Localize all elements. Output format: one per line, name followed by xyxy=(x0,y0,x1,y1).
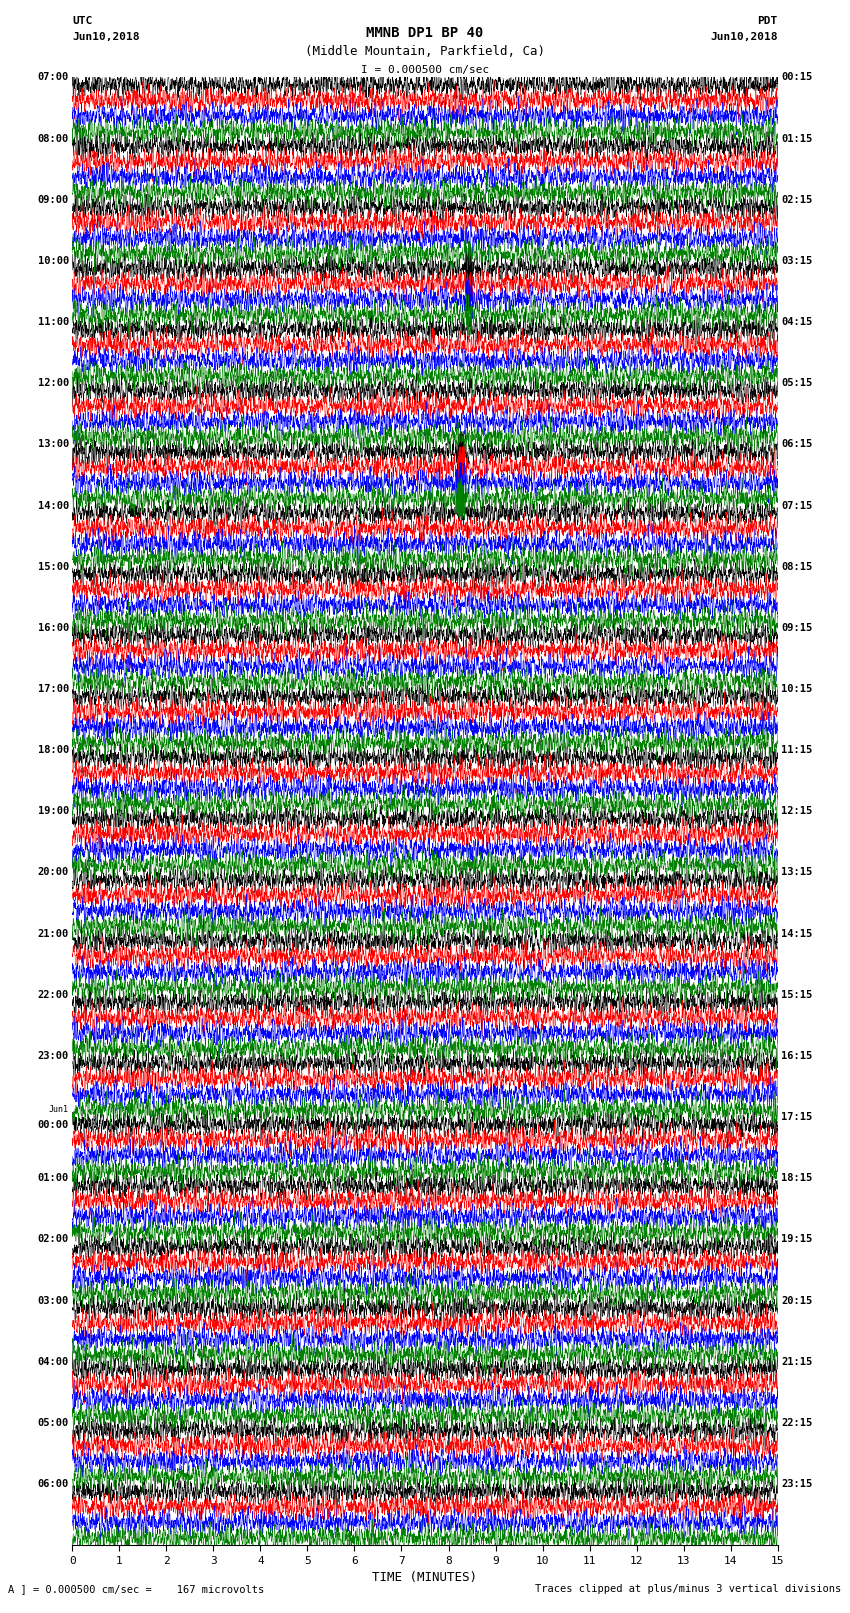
Text: 12:15: 12:15 xyxy=(781,806,813,816)
Text: 01:15: 01:15 xyxy=(781,134,813,144)
Text: 15:00: 15:00 xyxy=(37,561,69,571)
Text: 19:15: 19:15 xyxy=(781,1234,813,1245)
Text: 13:00: 13:00 xyxy=(37,439,69,450)
Text: 09:15: 09:15 xyxy=(781,623,813,632)
Text: 05:15: 05:15 xyxy=(781,377,813,389)
Text: A ] = 0.000500 cm/sec =    167 microvolts: A ] = 0.000500 cm/sec = 167 microvolts xyxy=(8,1584,264,1594)
Text: 23:15: 23:15 xyxy=(781,1479,813,1489)
Text: 09:00: 09:00 xyxy=(37,195,69,205)
Text: 15:15: 15:15 xyxy=(781,990,813,1000)
Text: 08:00: 08:00 xyxy=(37,134,69,144)
Text: 22:00: 22:00 xyxy=(37,990,69,1000)
Text: 05:00: 05:00 xyxy=(37,1418,69,1428)
Text: 18:15: 18:15 xyxy=(781,1173,813,1184)
Text: 11:15: 11:15 xyxy=(781,745,813,755)
Text: 07:15: 07:15 xyxy=(781,500,813,511)
Text: 23:00: 23:00 xyxy=(37,1052,69,1061)
Text: UTC: UTC xyxy=(72,16,93,26)
Text: 16:15: 16:15 xyxy=(781,1052,813,1061)
Text: 20:15: 20:15 xyxy=(781,1295,813,1305)
Text: 11:00: 11:00 xyxy=(37,318,69,327)
Text: I = 0.000500 cm/sec: I = 0.000500 cm/sec xyxy=(361,65,489,74)
Text: 13:15: 13:15 xyxy=(781,868,813,877)
Text: 22:15: 22:15 xyxy=(781,1418,813,1428)
Text: 18:00: 18:00 xyxy=(37,745,69,755)
Text: 08:15: 08:15 xyxy=(781,561,813,571)
Text: Traces clipped at plus/minus 3 vertical divisions: Traces clipped at plus/minus 3 vertical … xyxy=(536,1584,842,1594)
Text: 14:00: 14:00 xyxy=(37,500,69,511)
Text: 04:15: 04:15 xyxy=(781,318,813,327)
Text: 03:15: 03:15 xyxy=(781,256,813,266)
Text: 03:00: 03:00 xyxy=(37,1295,69,1305)
Text: Jun10,2018: Jun10,2018 xyxy=(711,32,778,42)
Text: 02:15: 02:15 xyxy=(781,195,813,205)
Text: Jun1: Jun1 xyxy=(48,1105,69,1115)
Text: 10:00: 10:00 xyxy=(37,256,69,266)
Text: 02:00: 02:00 xyxy=(37,1234,69,1245)
Text: 10:15: 10:15 xyxy=(781,684,813,694)
Text: 06:00: 06:00 xyxy=(37,1479,69,1489)
Text: 16:00: 16:00 xyxy=(37,623,69,632)
Text: PDT: PDT xyxy=(757,16,778,26)
Text: 17:15: 17:15 xyxy=(781,1111,813,1123)
Text: 21:00: 21:00 xyxy=(37,929,69,939)
Text: 14:15: 14:15 xyxy=(781,929,813,939)
Text: 21:15: 21:15 xyxy=(781,1357,813,1366)
Text: 12:00: 12:00 xyxy=(37,377,69,389)
X-axis label: TIME (MINUTES): TIME (MINUTES) xyxy=(372,1571,478,1584)
Text: 17:00: 17:00 xyxy=(37,684,69,694)
Text: 01:00: 01:00 xyxy=(37,1173,69,1184)
Text: 04:00: 04:00 xyxy=(37,1357,69,1366)
Text: (Middle Mountain, Parkfield, Ca): (Middle Mountain, Parkfield, Ca) xyxy=(305,45,545,58)
Text: 00:15: 00:15 xyxy=(781,73,813,82)
Text: Jun10,2018: Jun10,2018 xyxy=(72,32,139,42)
Text: MMNB DP1 BP 40: MMNB DP1 BP 40 xyxy=(366,26,484,40)
Text: 07:00: 07:00 xyxy=(37,73,69,82)
Text: 19:00: 19:00 xyxy=(37,806,69,816)
Text: 20:00: 20:00 xyxy=(37,868,69,877)
Text: 06:15: 06:15 xyxy=(781,439,813,450)
Text: 00:00: 00:00 xyxy=(37,1121,69,1131)
